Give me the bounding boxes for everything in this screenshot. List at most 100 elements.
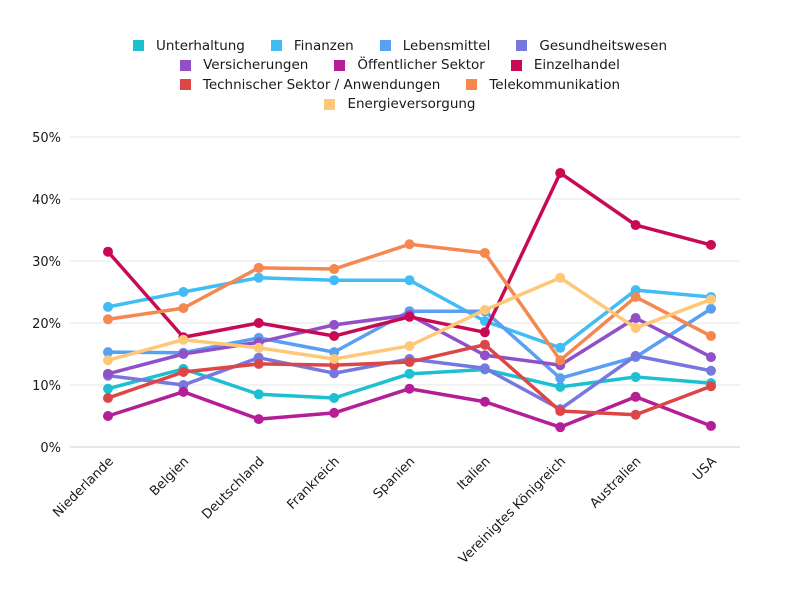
data-point[interactable] <box>253 262 264 273</box>
data-point[interactable] <box>103 411 113 421</box>
data-point[interactable] <box>253 358 264 369</box>
data-point[interactable] <box>555 406 566 417</box>
data-point[interactable] <box>555 272 566 283</box>
data-point[interactable] <box>253 318 264 328</box>
data-point[interactable] <box>178 386 189 397</box>
data-point[interactable] <box>178 349 189 359</box>
data-point[interactable] <box>103 383 113 394</box>
data-point[interactable] <box>706 420 716 431</box>
data-point[interactable] <box>329 264 340 275</box>
legend-label: Gesundheitswesen <box>539 37 668 54</box>
legend-item-energieversorgung[interactable]: Energieversorgung <box>324 96 476 112</box>
data-point[interactable] <box>103 246 113 257</box>
data-point[interactable] <box>630 313 641 324</box>
series-group <box>103 167 716 433</box>
series-technischer-sektor-anwendungen <box>103 339 716 420</box>
series-line <box>107 386 712 429</box>
data-point[interactable] <box>404 383 415 394</box>
legend-label: Technischer Sektor / Anwendungen <box>202 76 441 93</box>
data-point[interactable] <box>329 319 340 330</box>
data-point[interactable] <box>706 239 716 250</box>
data-point[interactable] <box>404 357 415 368</box>
data-point[interactable] <box>555 422 566 433</box>
data-point[interactable] <box>178 287 189 297</box>
legend-swatch <box>334 59 346 71</box>
data-point[interactable] <box>329 275 340 286</box>
data-point[interactable] <box>253 342 264 353</box>
series-einzelhandel <box>103 167 716 343</box>
series-energieversorgung <box>103 272 716 366</box>
legend-row: Unterhaltung Finanzen Lebensmittel Gesundhe… <box>0 36 800 56</box>
data-point[interactable] <box>103 368 113 379</box>
x-tick-label: Australien <box>587 454 644 511</box>
data-point[interactable] <box>479 327 490 338</box>
legend-item-technischer-sektor-anwendungen[interactable]: Technischer Sektor / Anwendungen <box>179 76 441 93</box>
data-point[interactable] <box>630 291 641 302</box>
data-point[interactable] <box>706 331 716 342</box>
chart-legend: Unterhaltung Finanzen Lebensmittel Gesundhe… <box>0 36 800 114</box>
x-tick-label: Deutschland <box>199 454 267 522</box>
data-point[interactable] <box>178 334 189 345</box>
data-point[interactable] <box>103 355 113 366</box>
data-point[interactable] <box>253 414 264 425</box>
legend-item-gesundheitswesen[interactable]: Gesundheitswesen <box>516 38 667 54</box>
data-point[interactable] <box>630 391 641 402</box>
data-point[interactable] <box>329 331 340 342</box>
data-point[interactable] <box>479 247 490 258</box>
data-point[interactable] <box>253 389 264 400</box>
data-point[interactable] <box>404 239 415 250</box>
data-point[interactable] <box>630 322 641 333</box>
legend-item-unterhaltung[interactable]: Unterhaltung <box>132 38 245 54</box>
y-axis: 0% 10% 20% 30% 40% 50% <box>32 131 61 456</box>
data-point[interactable] <box>630 220 641 231</box>
data-point[interactable] <box>404 368 415 379</box>
data-point[interactable] <box>630 350 641 361</box>
data-point[interactable] <box>329 368 340 379</box>
x-tick-label: USA <box>690 454 720 484</box>
data-point[interactable] <box>706 381 716 392</box>
data-point[interactable] <box>404 340 415 351</box>
data-point[interactable] <box>103 314 113 325</box>
x-axis: Niederlande Belgien Deutschland Frankreich S… <box>50 454 720 567</box>
legend-swatch <box>379 40 391 52</box>
data-point[interactable] <box>479 304 490 315</box>
data-point[interactable] <box>329 393 340 404</box>
data-point[interactable] <box>329 353 340 364</box>
legend-item-telekommunikation[interactable]: Telekommunikation <box>466 77 620 93</box>
data-point[interactable] <box>630 371 641 382</box>
y-tick-label: 0% <box>40 441 61 456</box>
data-point[interactable] <box>479 363 490 374</box>
data-point[interactable] <box>706 352 716 363</box>
data-point[interactable] <box>555 355 566 366</box>
data-point[interactable] <box>479 339 490 350</box>
data-point[interactable] <box>103 347 113 358</box>
legend-item-finanzen[interactable]: Finanzen <box>270 38 354 54</box>
x-tick-label: Italien <box>455 454 494 493</box>
legend-item-lebensmittel[interactable]: Lebensmittel <box>379 38 490 54</box>
legend-item-offentlicher-sektor[interactable]: Öffentlicher Sektor <box>334 57 485 73</box>
data-point[interactable] <box>404 311 415 322</box>
data-point[interactable] <box>555 373 566 384</box>
data-point[interactable] <box>706 294 716 305</box>
data-point[interactable] <box>329 407 340 418</box>
data-point[interactable] <box>706 303 716 314</box>
data-point[interactable] <box>404 275 415 286</box>
data-point[interactable] <box>253 272 264 283</box>
data-point[interactable] <box>479 396 490 407</box>
data-point[interactable] <box>479 350 490 361</box>
legend-label: Versicherungen <box>203 57 309 74</box>
legend-swatch <box>179 79 191 91</box>
data-point[interactable] <box>178 303 189 314</box>
data-point[interactable] <box>103 393 113 404</box>
data-point[interactable] <box>178 366 189 377</box>
data-point[interactable] <box>630 409 641 420</box>
legend-item-versicherungen[interactable]: Versicherungen <box>180 57 308 73</box>
data-point[interactable] <box>706 365 716 376</box>
data-point[interactable] <box>555 381 566 392</box>
x-tick-label: Belgien <box>147 454 192 499</box>
data-point[interactable] <box>555 167 566 178</box>
data-point[interactable] <box>103 301 113 312</box>
legend-item-einzelhandel[interactable]: Einzelhandel <box>510 57 620 73</box>
data-point[interactable] <box>555 342 566 353</box>
legend-label: Öffentlicher Sektor <box>357 57 485 74</box>
